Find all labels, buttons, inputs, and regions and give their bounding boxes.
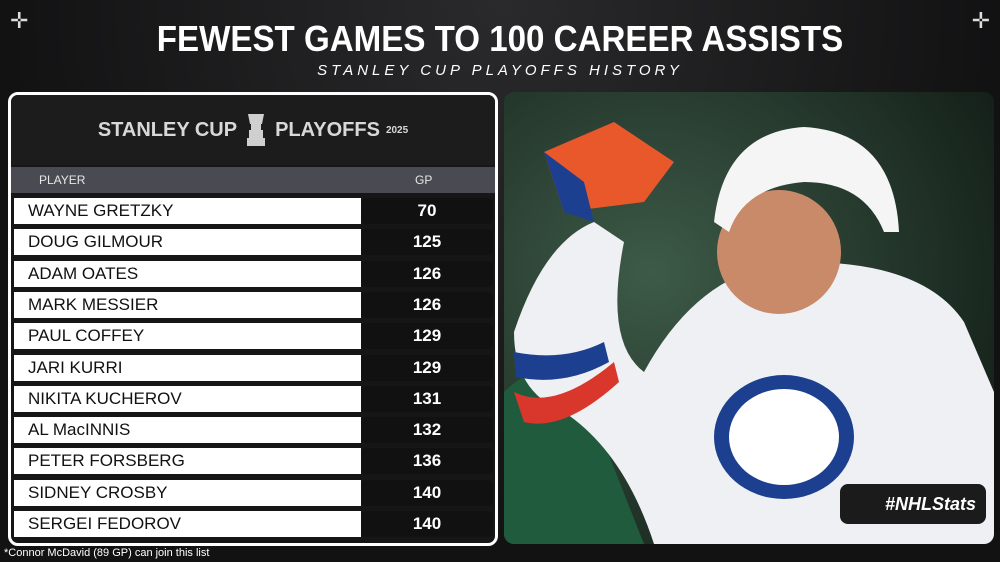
player-name: DOUG GILMOUR: [14, 229, 361, 256]
games-played: 70: [361, 198, 493, 224]
player-name: SIDNEY CROSBY: [14, 479, 361, 506]
title: FEWEST GAMES TO 100 CAREER ASSISTS: [156, 18, 844, 59]
player-name: WAYNE GRETZKY: [14, 198, 361, 224]
games-played: 129: [361, 354, 493, 381]
cup-icon: [247, 114, 266, 146]
logo-text: PLAYOFFS: [275, 118, 380, 141]
games-played: 140: [361, 511, 493, 537]
table-panel: STANLEY CUP PLAYOFFS 2025 PLAYER GP WAYN…: [8, 92, 498, 546]
corner-mark: ✛: [971, 8, 990, 33]
games-played: 126: [361, 291, 493, 318]
player-name: NIKITA KUCHEROV: [14, 385, 361, 412]
logo-year: 2025: [385, 124, 409, 136]
games-played: 140: [361, 479, 493, 506]
column-header: GP: [415, 173, 433, 187]
hashtag-badge: #NHLStats: [840, 484, 986, 524]
player-name: JARI KURRI: [14, 354, 361, 381]
player-name: SERGEI FEDOROV: [14, 511, 361, 537]
player-name: ADAM OATES: [14, 260, 361, 287]
games-played: 125: [361, 229, 493, 256]
column-header: PLAYER: [39, 173, 86, 187]
player-name: AL MacINNIS: [14, 417, 361, 444]
games-played: 129: [361, 323, 493, 350]
table-header: PLAYER GP: [11, 167, 495, 193]
player-name: PETER FORSBERG: [14, 448, 361, 475]
logo-text: STANLEY CUP: [97, 118, 238, 141]
player-name: MARK MESSIER: [14, 291, 361, 318]
photo-art: [504, 92, 994, 544]
games-played: 132: [361, 417, 493, 444]
games-played: 136: [361, 448, 493, 475]
games-played: 126: [361, 260, 493, 287]
subtitle: STANLEY CUP PLAYOFFS HISTORY: [317, 62, 683, 79]
corner-mark: ✛: [10, 8, 29, 33]
player-photo: #NHLStats: [504, 92, 994, 544]
footnote: *Connor McDavid (89 GP) can join this li…: [4, 547, 210, 559]
logo: STANLEY CUP PLAYOFFS 2025: [11, 95, 495, 165]
player-name: PAUL COFFEY: [14, 323, 361, 350]
games-played: 131: [361, 385, 493, 412]
